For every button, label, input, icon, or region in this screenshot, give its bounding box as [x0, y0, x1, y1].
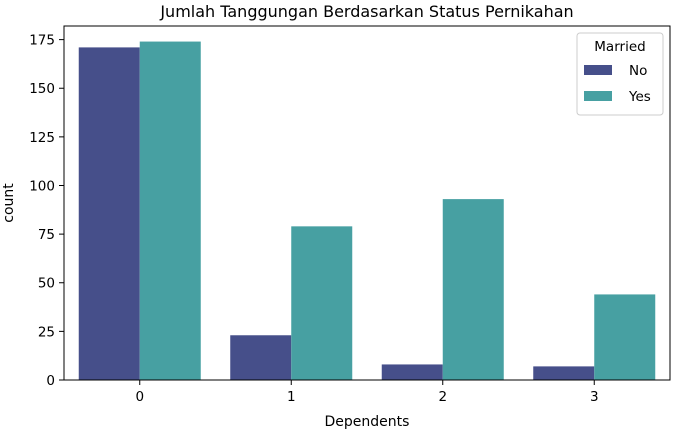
x-tick-label: 1: [287, 389, 296, 405]
y-tick-label: 0: [46, 373, 55, 389]
bar-no-3: [533, 366, 595, 380]
legend-title: Married: [594, 39, 645, 55]
plot-frame: [63, 25, 671, 381]
legend-label-no: No: [629, 63, 647, 79]
chart-title: Jumlah Tanggungan Berdasarkan Status Per…: [159, 2, 573, 21]
x-axis-label: Dependents: [325, 414, 410, 430]
legend-swatch-no: [584, 65, 612, 75]
y-axis: 0 25 50 75 100 125 150 175: [29, 33, 64, 389]
bar-yes-2: [442, 199, 504, 380]
bar-yes-3: [594, 294, 656, 380]
bar-no-1: [230, 335, 292, 380]
y-tick-label: 25: [38, 324, 55, 340]
bar-no-2: [381, 364, 443, 380]
y-tick-label: 150: [29, 81, 55, 97]
legend: Married No Yes: [576, 32, 664, 116]
y-tick-label: 125: [29, 130, 55, 146]
x-tick-label: 3: [590, 389, 599, 405]
bar-no-0: [78, 47, 140, 381]
y-tick-label: 50: [38, 276, 55, 292]
y-axis-label: count: [1, 183, 17, 223]
y-tick-label: 75: [38, 227, 55, 243]
legend-swatch-yes: [584, 91, 612, 101]
bars-layer: [78, 41, 656, 381]
x-axis: 0 1 2 3: [135, 380, 599, 405]
y-tick-label: 100: [29, 178, 55, 194]
x-tick-label: 0: [135, 389, 144, 405]
bar-yes-0: [139, 41, 201, 381]
y-tick-label: 175: [29, 33, 55, 49]
legend-label-yes: Yes: [628, 89, 651, 105]
bar-yes-1: [291, 226, 353, 380]
x-tick-label: 2: [438, 389, 447, 405]
